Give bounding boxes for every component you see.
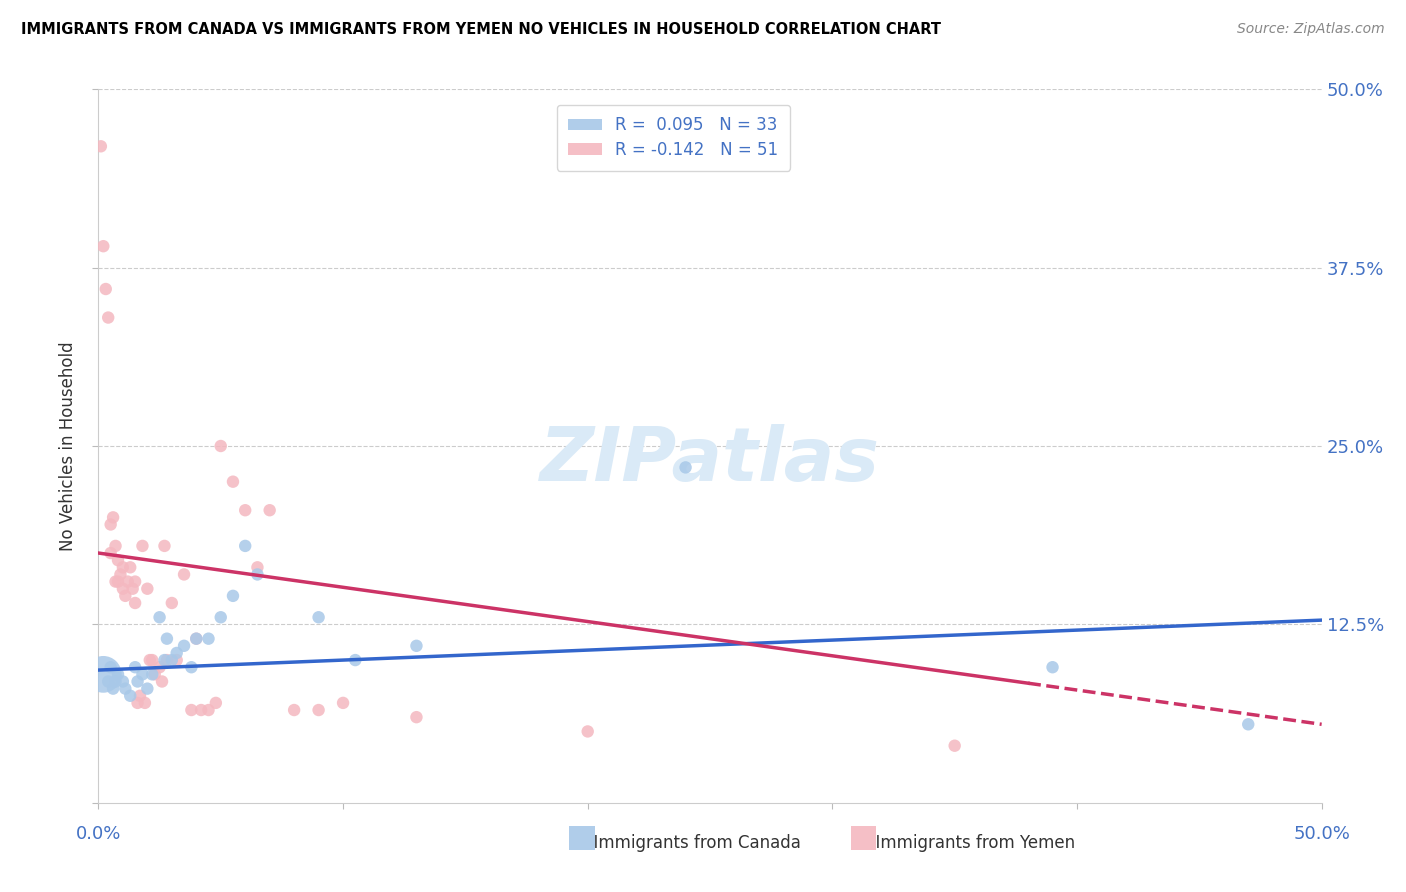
Point xyxy=(173,639,195,653)
Point xyxy=(124,660,146,674)
Point xyxy=(111,582,134,596)
Text: 50.0%: 50.0% xyxy=(1294,825,1350,843)
Point xyxy=(114,589,136,603)
Point xyxy=(209,439,232,453)
Legend: R =  0.095   N = 33, R = -0.142   N = 51: R = 0.095 N = 33, R = -0.142 N = 51 xyxy=(557,104,790,170)
Point xyxy=(344,653,367,667)
Bar xyxy=(851,826,876,850)
Point xyxy=(131,667,153,681)
Point xyxy=(233,503,256,517)
Point xyxy=(166,653,188,667)
Point xyxy=(283,703,305,717)
Point xyxy=(136,582,159,596)
Point xyxy=(160,653,183,667)
Bar xyxy=(569,826,595,850)
Text: ZIPatlas: ZIPatlas xyxy=(540,424,880,497)
Point xyxy=(186,632,208,646)
Point xyxy=(209,610,232,624)
Point xyxy=(153,653,176,667)
Point xyxy=(1237,717,1260,731)
Point xyxy=(120,689,142,703)
Point xyxy=(94,282,117,296)
Point xyxy=(101,510,124,524)
Point xyxy=(160,596,183,610)
Point xyxy=(150,674,173,689)
Point xyxy=(139,653,162,667)
Point xyxy=(156,653,179,667)
Y-axis label: No Vehicles in Household: No Vehicles in Household xyxy=(59,341,77,551)
Point xyxy=(141,667,163,681)
Point xyxy=(675,460,697,475)
Point xyxy=(104,574,127,589)
Point xyxy=(259,503,281,517)
Text: Immigrants from Canada: Immigrants from Canada xyxy=(583,834,801,852)
Point xyxy=(405,710,427,724)
Point xyxy=(127,674,149,689)
Point xyxy=(124,574,146,589)
Text: Immigrants from Yemen: Immigrants from Yemen xyxy=(865,834,1074,852)
Point xyxy=(100,546,122,560)
Point xyxy=(127,696,149,710)
Point xyxy=(156,632,179,646)
Point xyxy=(107,574,129,589)
Point xyxy=(405,639,427,653)
Text: IMMIGRANTS FROM CANADA VS IMMIGRANTS FROM YEMEN NO VEHICLES IN HOUSEHOLD CORRELA: IMMIGRANTS FROM CANADA VS IMMIGRANTS FRO… xyxy=(21,22,941,37)
Point xyxy=(149,610,172,624)
Point xyxy=(943,739,966,753)
Point xyxy=(107,553,129,567)
Point xyxy=(101,681,124,696)
Point xyxy=(131,539,153,553)
Point xyxy=(141,653,163,667)
Point xyxy=(104,539,127,553)
Point xyxy=(308,610,330,624)
Text: Source: ZipAtlas.com: Source: ZipAtlas.com xyxy=(1237,22,1385,37)
Point xyxy=(222,475,245,489)
Point xyxy=(332,696,354,710)
Point xyxy=(190,703,212,717)
Point xyxy=(120,560,142,574)
Point xyxy=(104,674,127,689)
Point xyxy=(180,660,202,674)
Point xyxy=(186,632,208,646)
Point xyxy=(111,674,134,689)
Point xyxy=(153,539,176,553)
Point xyxy=(222,589,245,603)
Text: 0.0%: 0.0% xyxy=(76,825,121,843)
Point xyxy=(111,560,134,574)
Point xyxy=(100,660,122,674)
Point xyxy=(91,239,114,253)
Point xyxy=(121,582,143,596)
Point xyxy=(180,703,202,717)
Point xyxy=(143,667,166,681)
Point xyxy=(97,674,120,689)
Point xyxy=(197,632,219,646)
Point xyxy=(97,310,120,325)
Point xyxy=(576,724,599,739)
Point xyxy=(1042,660,1064,674)
Point xyxy=(246,567,269,582)
Point xyxy=(124,596,146,610)
Point xyxy=(173,567,195,582)
Point xyxy=(197,703,219,717)
Point xyxy=(149,660,172,674)
Point xyxy=(90,139,112,153)
Point xyxy=(110,567,132,582)
Point xyxy=(166,646,188,660)
Point xyxy=(205,696,228,710)
Point xyxy=(134,696,156,710)
Point xyxy=(246,560,269,574)
Point xyxy=(136,681,159,696)
Point xyxy=(233,539,256,553)
Point xyxy=(308,703,330,717)
Point xyxy=(114,681,136,696)
Point xyxy=(91,667,114,681)
Point xyxy=(117,574,139,589)
Point xyxy=(100,517,122,532)
Point xyxy=(107,667,129,681)
Point xyxy=(129,689,152,703)
